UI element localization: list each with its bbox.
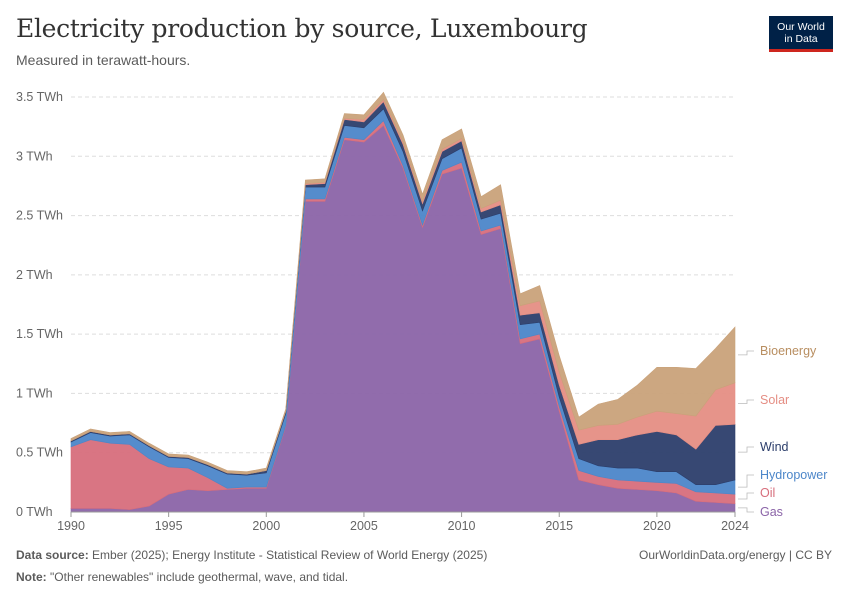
- legend-label-oil: Oil: [760, 486, 775, 500]
- x-axis: 1990 1995 2000 2005 2010 2015 2020 2024: [57, 511, 749, 533]
- legend-connector: [738, 350, 754, 356]
- y-tick-label: 0 TWh: [16, 505, 53, 519]
- x-tick-label: 1995: [155, 519, 183, 533]
- x-tick-label: 2020: [643, 519, 671, 533]
- owid-logo[interactable]: Our World in Data: [769, 16, 833, 52]
- source-url-link[interactable]: OurWorldinData.org/energy | CC BY: [639, 548, 832, 562]
- x-tick-label: 1990: [57, 519, 85, 533]
- data-source-label: Data source:: [16, 548, 89, 562]
- legend-connector: [738, 492, 754, 500]
- y-tick-label: 1.5 TWh: [16, 327, 63, 341]
- y-axis: 0 TWh 0.5 TWh 1 TWh 1.5 TWh 2 TWh 2.5 TWh 3 TW…: [16, 90, 63, 519]
- legend: Gas Oil Hydropower Wind Solar Bioenergy: [738, 344, 827, 519]
- x-tick-label: 2010: [448, 519, 476, 533]
- legend-connector: [738, 507, 754, 513]
- legend-label-solar: Solar: [760, 393, 789, 407]
- chart-note: Note: "Other renewables" include geother…: [16, 570, 348, 584]
- y-tick-label: 2.5 TWh: [16, 209, 63, 223]
- legend-connector: [738, 446, 754, 453]
- y-tick-label: 2 TWh: [16, 268, 53, 282]
- y-tick-label: 0.5 TWh: [16, 446, 63, 460]
- legend-label-hydropower: Hydropower: [760, 468, 827, 482]
- note-label: Note:: [16, 570, 47, 584]
- data-source-text: Ember (2025); Energy Institute - Statist…: [92, 548, 488, 562]
- y-tick-label: 3.5 TWh: [16, 90, 63, 104]
- legend-connector: [738, 399, 754, 404]
- chart-title: Electricity production by source, Luxemb…: [16, 14, 588, 43]
- logo-line-2: in Data: [784, 32, 818, 45]
- chart-areas: [70, 91, 736, 513]
- chart-subtitle: Measured in terawatt-hours.: [16, 52, 191, 68]
- legend-label-bioenergy: Bioenergy: [760, 344, 817, 358]
- x-tick-label: 2000: [252, 519, 280, 533]
- area-bioenergy: [70, 91, 736, 475]
- note-text: "Other renewables" include geothermal, w…: [50, 570, 349, 584]
- legend-label-wind: Wind: [760, 440, 789, 454]
- legend-label-gas: Gas: [760, 505, 783, 519]
- x-tick-label: 2015: [545, 519, 573, 533]
- legend-connector: [738, 474, 754, 488]
- x-tick-label: 2005: [350, 519, 378, 533]
- y-tick-label: 1 TWh: [16, 386, 53, 400]
- logo-line-1: Our World: [777, 20, 825, 33]
- y-tick-label: 3 TWh: [16, 149, 53, 163]
- data-source: Data source: Ember (2025); Energy Instit…: [16, 548, 487, 562]
- x-tick-label: 2024: [721, 519, 749, 533]
